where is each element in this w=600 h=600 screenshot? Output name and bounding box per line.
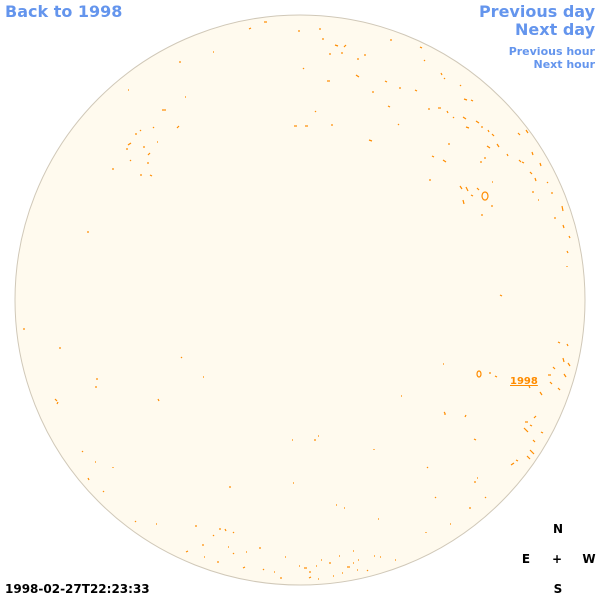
previous-day-link[interactable]: Previous day xyxy=(478,2,595,21)
compass-west: W xyxy=(582,552,596,566)
compass-north: N xyxy=(552,522,564,536)
compass-center: + xyxy=(551,552,563,566)
compass-east: E xyxy=(521,552,531,566)
observation-timestamp: 1998-02-27T22:23:33 xyxy=(5,582,150,596)
sun-disk xyxy=(14,14,586,586)
solar-features xyxy=(23,21,571,580)
compass-south: S xyxy=(553,582,563,596)
back-to-year-link[interactable]: Back to 1998 xyxy=(5,2,123,21)
next-day-link[interactable]: Next day xyxy=(515,20,595,39)
region-label-link[interactable]: 1998 xyxy=(510,376,538,387)
previous-hour-link[interactable]: Previous hour xyxy=(508,45,595,58)
next-hour-link[interactable]: Next hour xyxy=(533,58,596,71)
